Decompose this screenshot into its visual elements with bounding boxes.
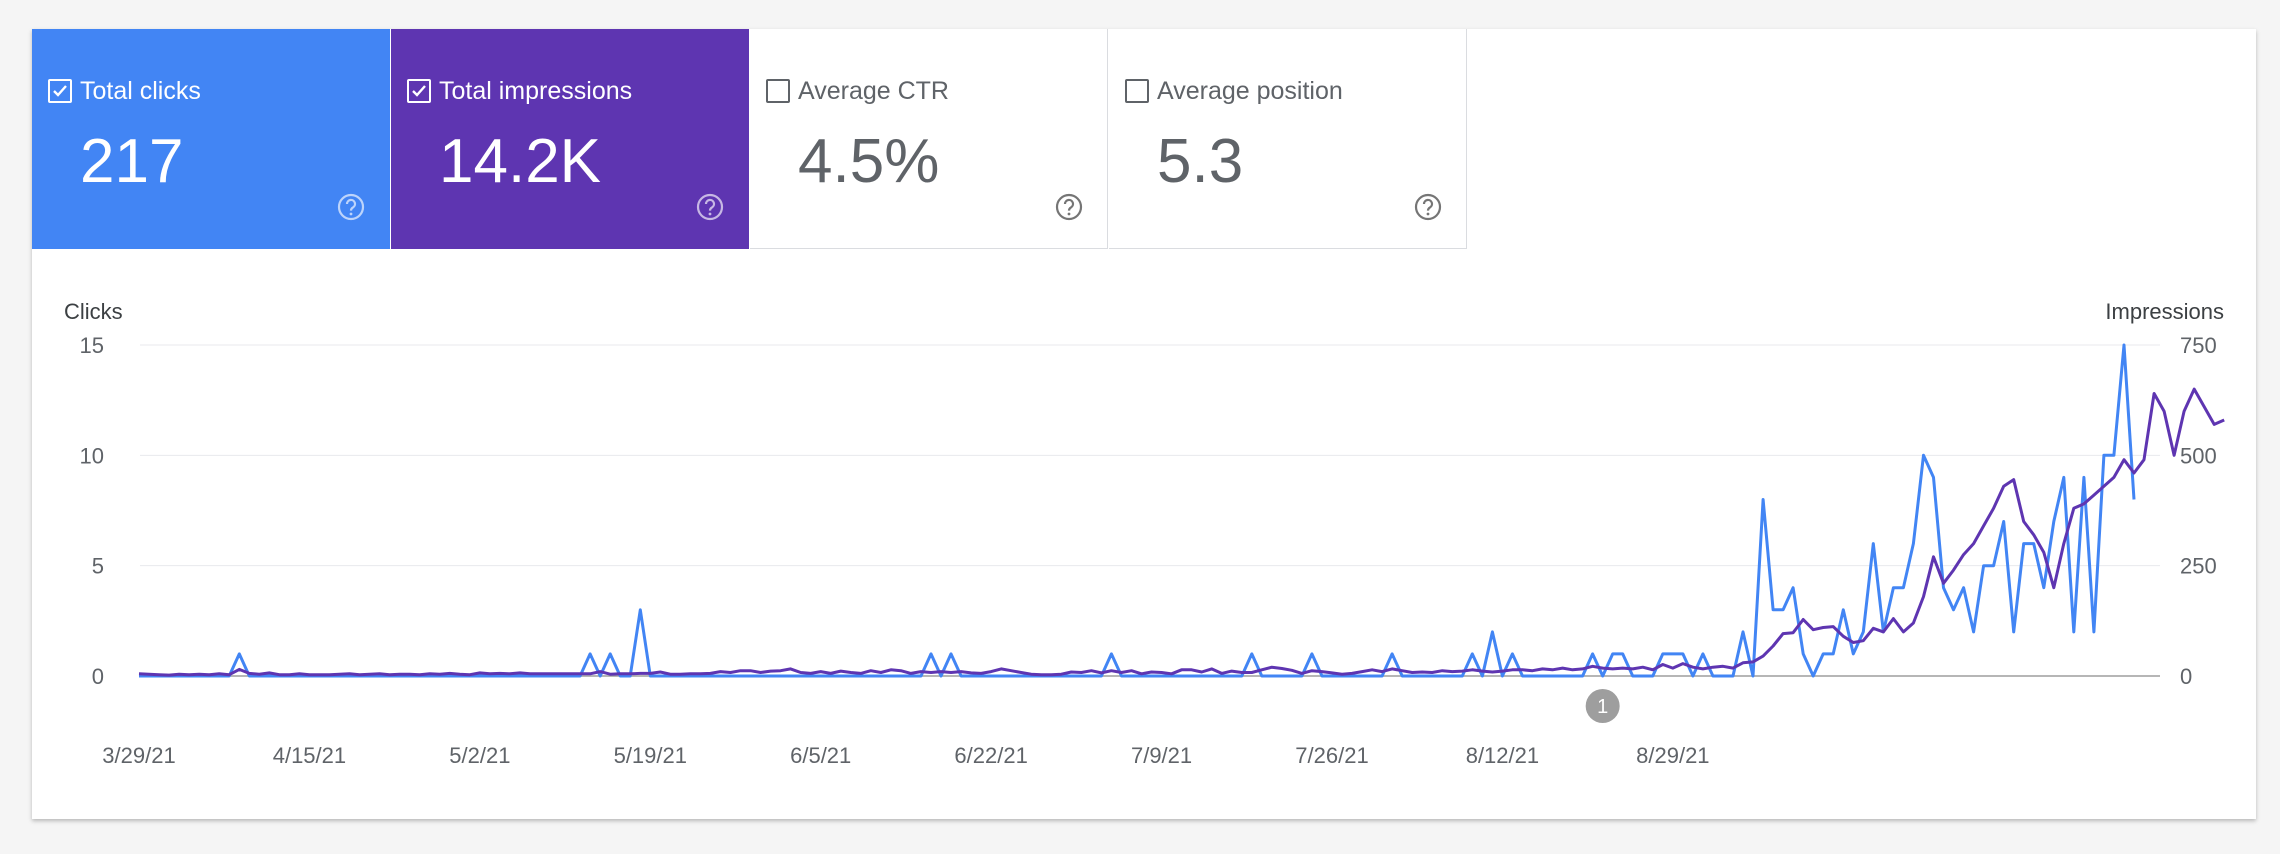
left-tick-label: 0 [92, 664, 104, 689]
metric-label: Average CTR [798, 77, 949, 105]
metric-label: Total impressions [439, 77, 633, 105]
x-tick-label: 6/22/21 [954, 743, 1027, 768]
checkbox-unchecked-icon[interactable] [766, 79, 790, 103]
help-icon[interactable] [1054, 192, 1084, 222]
metric-card-total-clicks[interactable]: Total clicks 217 [32, 29, 390, 249]
help-icon[interactable] [695, 192, 725, 222]
checkbox-checked-icon[interactable] [48, 79, 72, 103]
x-tick-label: 3/29/21 [102, 743, 175, 768]
x-tick-label: 7/9/21 [1131, 743, 1192, 768]
left-axis-title: Clicks [64, 299, 123, 324]
metric-card-total-impressions[interactable]: Total impressions 14.2K [391, 29, 749, 249]
checkbox-unchecked-icon[interactable] [1125, 79, 1149, 103]
x-tick-label: 4/15/21 [273, 743, 346, 768]
annotation-marker [1585, 689, 1620, 723]
annotation-label: 1 [1597, 696, 1608, 718]
metric-card-average-ctr[interactable]: Average CTR 4.5% [750, 29, 1108, 249]
help-icon[interactable] [336, 192, 366, 222]
x-tick-label: 5/2/21 [449, 743, 510, 768]
x-tick-label: 5/19/21 [614, 743, 687, 768]
series-line-total-impressions [138, 387, 2225, 677]
x-tick-label: 8/29/21 [1636, 743, 1709, 768]
x-tick-label: 6/5/21 [790, 743, 851, 768]
left-tick-label: 15 [80, 333, 104, 358]
metric-label: Average position [1157, 77, 1343, 105]
right-tick-label: 750 [2180, 333, 2217, 358]
metric-value: 4.5% [798, 127, 940, 196]
performance-panel: Total clicks 217 Total impressions 14.2K Ave… [32, 29, 2256, 819]
metric-card-average-position[interactable]: Average position 5.3 [1109, 29, 1467, 249]
metric-value: 14.2K [439, 127, 602, 196]
x-tick-label: 8/12/21 [1466, 743, 1539, 768]
metric-value: 5.3 [1157, 127, 1244, 196]
x-tick-label: 7/26/21 [1295, 743, 1368, 768]
right-axis-title: Impressions [2105, 299, 2224, 324]
checkbox-checked-icon[interactable] [407, 79, 431, 103]
left-tick-label: 5 [92, 554, 104, 579]
series-line-total-clicks [139, 343, 2136, 678]
right-tick-label: 500 [2180, 443, 2217, 468]
performance-chart: 0 5 10 15 0 250 500 750 Clicks Impressions 3/29/21… [64, 299, 2225, 768]
right-tick-label: 250 [2180, 554, 2217, 579]
left-tick-label: 10 [80, 443, 104, 468]
help-icon[interactable] [1413, 192, 1443, 222]
metric-label: Total clicks [80, 77, 201, 105]
right-tick-label: 0 [2180, 664, 2192, 689]
metric-value: 217 [80, 127, 184, 196]
